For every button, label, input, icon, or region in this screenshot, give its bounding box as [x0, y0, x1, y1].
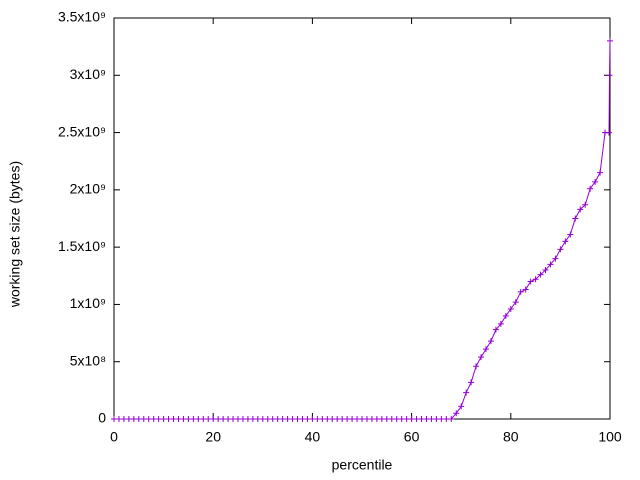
point-marker [527, 278, 534, 285]
x-tick-label: 0 [110, 429, 118, 445]
point-marker [487, 338, 494, 345]
point-marker [483, 346, 489, 353]
point-marker [502, 312, 509, 319]
point-marker [473, 363, 480, 370]
point-marker [562, 238, 569, 245]
point-marker [597, 169, 604, 176]
point-marker [492, 326, 499, 333]
x-axis-label: percentile [332, 457, 393, 473]
point-marker [517, 288, 524, 295]
point-marker [582, 201, 589, 208]
y-tick-label: 1.5x10⁹ [58, 238, 106, 254]
point-marker [507, 306, 514, 313]
point-marker [478, 354, 485, 361]
point-marker [448, 416, 455, 422]
y-tick-label: 2.5x10⁹ [58, 123, 106, 139]
point-marker [468, 379, 475, 386]
point-marker [557, 246, 564, 253]
y-tick-label: 5x10⁸ [70, 352, 106, 368]
point-marker [587, 185, 594, 192]
point-marker [497, 320, 504, 327]
point-marker [522, 286, 529, 293]
point-marker [572, 215, 579, 222]
point-marker [532, 276, 539, 283]
x-tick-label: 20 [205, 429, 221, 445]
point-marker [606, 129, 613, 136]
x-tick-label: 100 [598, 429, 622, 445]
point-marker [592, 178, 599, 185]
data-line [114, 40, 611, 420]
point-marker [458, 403, 465, 410]
point-marker [577, 206, 584, 213]
x-tick-label: 60 [404, 429, 420, 445]
point-marker [537, 271, 544, 278]
y-tick-label: 0 [98, 410, 106, 426]
point-marker [567, 231, 574, 238]
point-marker [512, 299, 519, 306]
point-marker [453, 410, 460, 417]
y-tick-label: 1x10⁹ [70, 295, 106, 311]
point-marker [606, 72, 613, 79]
point-marker [607, 37, 613, 44]
plot-border [113, 17, 611, 420]
point-marker [463, 389, 470, 396]
point-marker [552, 255, 559, 262]
point-marker [542, 267, 549, 274]
y-tick-label: 3.5x10⁹ [58, 9, 106, 25]
point-marker [547, 261, 554, 268]
x-tick-label: 40 [305, 429, 321, 445]
y-tick-label: 2x10⁹ [70, 181, 106, 197]
y-tick-label: 3x10⁹ [70, 66, 106, 82]
y-axis-label: working set size (bytes) [7, 161, 23, 308]
x-tick-label: 80 [503, 429, 519, 445]
